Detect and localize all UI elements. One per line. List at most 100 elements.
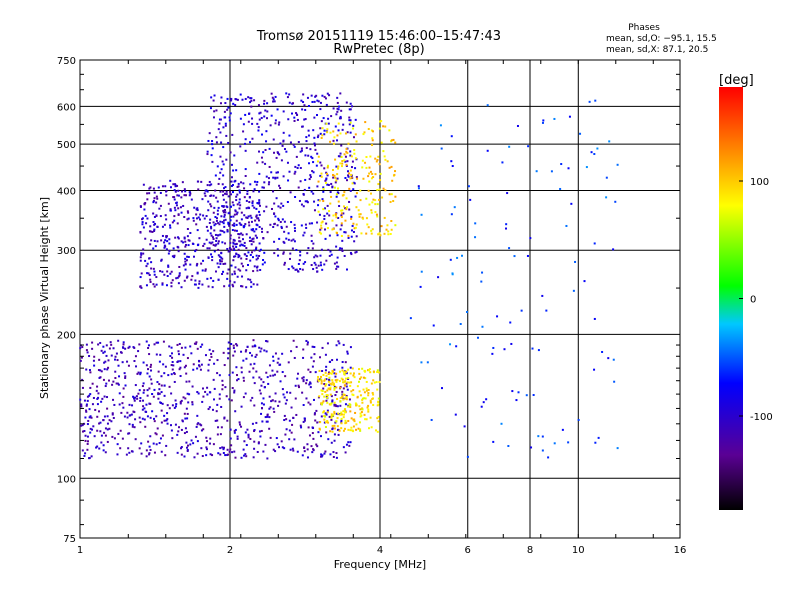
data-point	[143, 418, 146, 421]
data-point	[237, 253, 240, 256]
data-point	[277, 219, 280, 222]
data-point	[222, 146, 225, 149]
data-point	[350, 176, 353, 179]
data-point	[237, 182, 240, 185]
data-point	[516, 124, 519, 127]
data-point	[449, 258, 452, 261]
data-point	[272, 98, 275, 101]
data-point	[255, 421, 258, 424]
data-point	[234, 210, 237, 213]
data-point	[141, 408, 144, 411]
data-point	[550, 170, 553, 173]
data-point	[147, 344, 150, 347]
data-point	[347, 236, 350, 239]
data-point	[379, 172, 382, 175]
data-point	[310, 190, 313, 193]
data-point	[253, 428, 256, 431]
data-point	[372, 130, 375, 133]
data-point	[158, 383, 161, 386]
data-point	[242, 396, 245, 399]
data-point	[331, 185, 334, 188]
data-point	[341, 162, 344, 165]
data-point	[353, 420, 356, 423]
data-point	[350, 417, 353, 420]
data-point	[302, 93, 305, 96]
data-point	[133, 426, 136, 429]
data-point	[195, 425, 198, 428]
data-point	[178, 272, 181, 275]
data-point	[340, 411, 343, 414]
data-point	[236, 435, 239, 438]
data-point	[335, 195, 338, 198]
data-point	[215, 239, 218, 242]
data-point	[342, 381, 345, 384]
data-point	[328, 379, 331, 382]
data-point	[269, 406, 272, 409]
data-point	[289, 391, 292, 394]
data-point	[234, 104, 237, 107]
data-point	[367, 175, 370, 178]
data-point	[311, 426, 314, 429]
data-point	[386, 224, 389, 227]
data-point	[208, 247, 211, 250]
data-point	[358, 377, 361, 380]
data-point	[155, 201, 158, 204]
data-point	[349, 189, 352, 192]
data-point	[324, 390, 327, 393]
data-point	[144, 237, 147, 240]
data-point	[211, 140, 214, 143]
data-point	[212, 238, 215, 241]
data-point	[96, 403, 99, 406]
data-point	[230, 99, 233, 102]
data-point	[231, 133, 234, 136]
data-point	[344, 160, 347, 163]
data-point	[231, 229, 234, 232]
data-point	[344, 451, 347, 454]
data-point	[275, 171, 278, 174]
data-point	[285, 150, 288, 153]
data-point	[181, 420, 184, 423]
data-point	[356, 385, 359, 388]
data-point	[235, 213, 238, 216]
data-point	[337, 129, 340, 132]
data-point	[384, 158, 387, 161]
data-point	[202, 428, 205, 431]
data-point	[266, 102, 269, 105]
data-point	[323, 263, 326, 266]
data-point	[200, 424, 203, 427]
data-point	[450, 160, 453, 163]
data-point	[486, 104, 489, 107]
data-point	[142, 391, 145, 394]
data-point	[84, 434, 87, 437]
data-point	[299, 250, 302, 253]
data-point	[331, 228, 334, 231]
data-point	[330, 182, 333, 185]
data-point	[594, 441, 597, 444]
data-point	[186, 392, 189, 395]
data-point	[149, 225, 152, 228]
data-point	[217, 222, 220, 225]
data-point	[312, 192, 315, 195]
data-point	[270, 400, 273, 403]
data-point	[326, 401, 329, 404]
data-point	[278, 153, 281, 156]
data-point	[229, 234, 232, 237]
data-point	[291, 112, 294, 115]
data-point	[142, 183, 145, 186]
data-point	[322, 200, 325, 203]
data-point	[334, 375, 337, 378]
data-point	[161, 185, 164, 188]
data-point	[339, 370, 342, 373]
data-point	[319, 261, 322, 264]
data-point	[330, 395, 333, 398]
x-tick-label: 10	[572, 545, 585, 556]
data-point	[293, 240, 296, 243]
data-point	[505, 223, 508, 226]
data-point	[352, 425, 355, 428]
data-point	[317, 155, 320, 158]
data-point	[104, 360, 107, 363]
data-point	[265, 350, 268, 353]
data-point	[86, 351, 89, 354]
data-point	[267, 177, 270, 180]
data-point	[240, 218, 243, 221]
